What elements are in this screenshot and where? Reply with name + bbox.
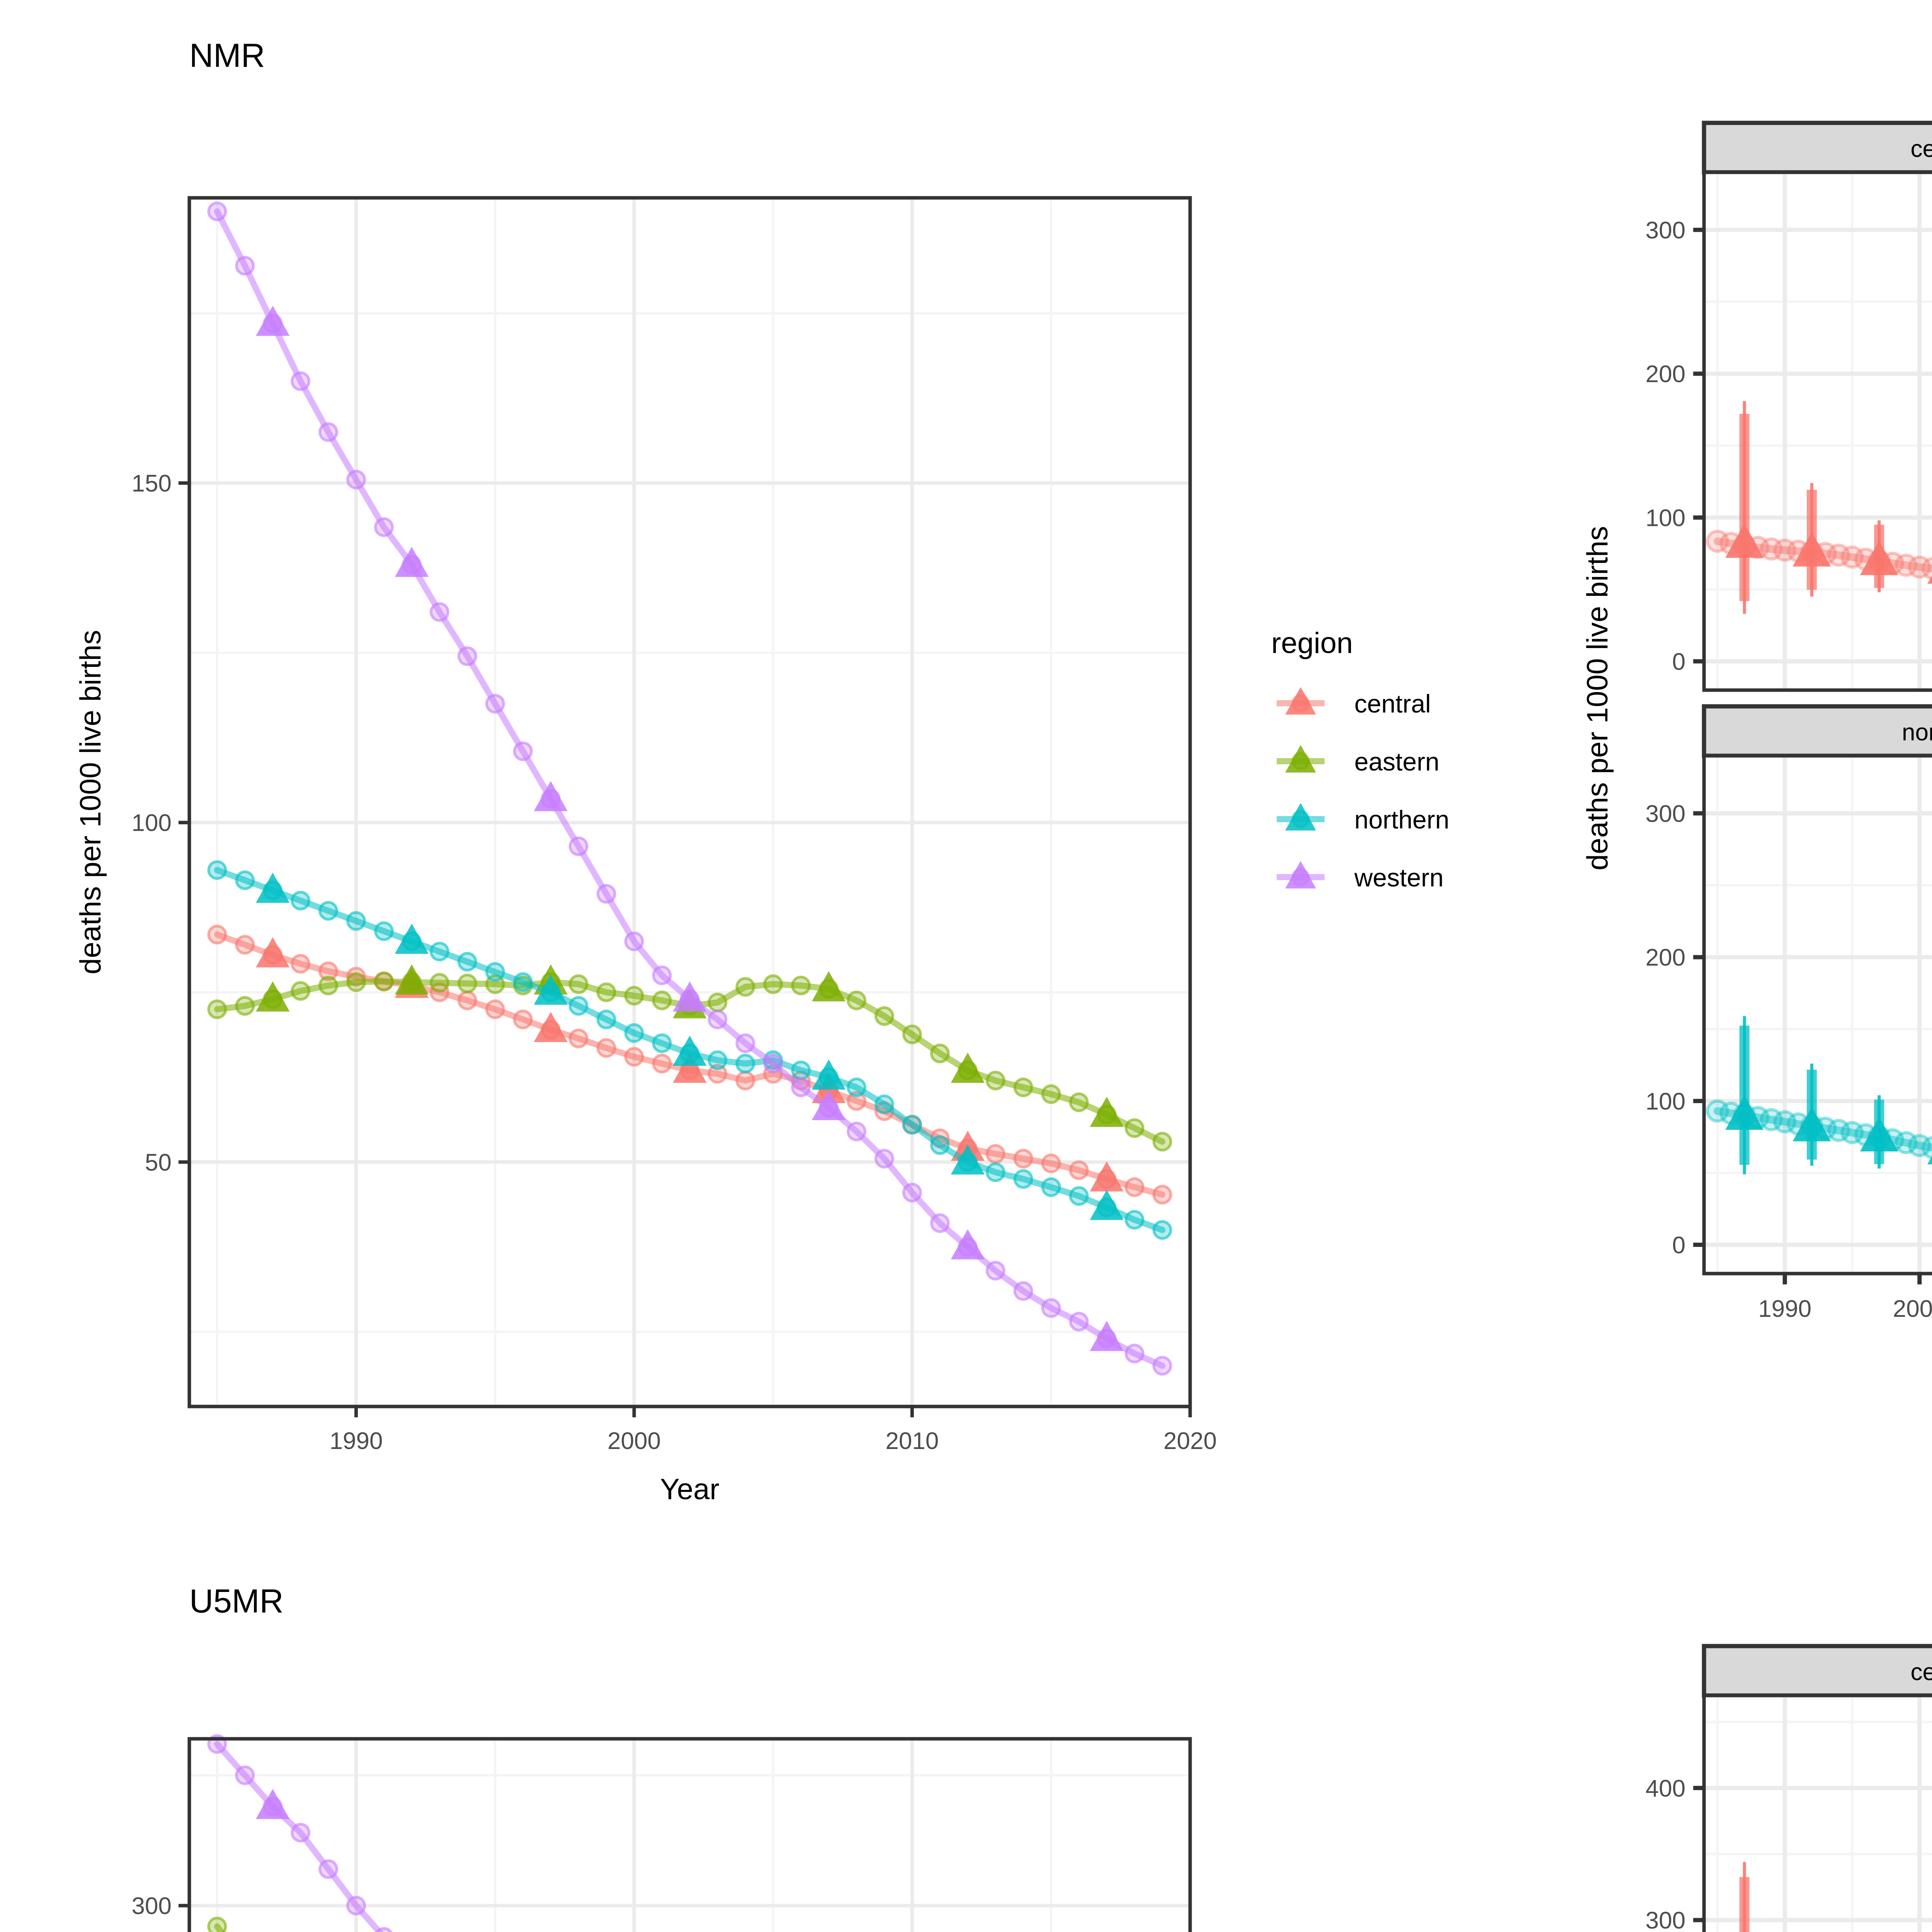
- legend-label-western: western: [1354, 863, 1444, 892]
- svg-text:300: 300: [1646, 217, 1685, 244]
- plot-panel: [187, 196, 1192, 1408]
- legend-item-central[interactable]: central: [1277, 687, 1431, 718]
- legend-label-northern: northern: [1354, 805, 1449, 834]
- svg-text:150: 150: [132, 470, 172, 497]
- legend-region-title: region: [1271, 627, 1353, 660]
- survey-interval-central-1997: [1860, 520, 1898, 592]
- survey-interval-northern-1992: [1793, 1063, 1831, 1166]
- svg-text:200: 200: [1646, 944, 1685, 971]
- svg-text:1990: 1990: [330, 1428, 383, 1454]
- y-axis-label: deaths per 1000 live births: [1581, 526, 1614, 870]
- svg-text:400: 400: [1646, 1775, 1685, 1802]
- facet-panel-central: central100200300400: [1646, 1644, 1932, 1932]
- survey-interval-northern-1987: [1725, 1016, 1764, 1175]
- series-central: [207, 925, 1172, 1205]
- svg-text:300: 300: [1646, 1907, 1685, 1932]
- series-northern: [207, 860, 1172, 1240]
- legend-item-northern[interactable]: northern: [1277, 803, 1449, 834]
- svg-text:200: 200: [1646, 361, 1685, 388]
- survey-interval-central-1987: [1739, 1862, 1750, 1932]
- series-eastern: [207, 1917, 227, 1932]
- svg-text:50: 50: [145, 1149, 172, 1176]
- svg-text:100: 100: [132, 810, 172, 837]
- survey-interval-central-1992: [1793, 483, 1831, 597]
- survey-interval-northern-1997: [1860, 1095, 1898, 1169]
- svg-text:2020: 2020: [1163, 1428, 1217, 1454]
- legend-label-eastern: eastern: [1354, 747, 1439, 776]
- svg-text:2000: 2000: [1893, 1296, 1932, 1322]
- legend-label-central: central: [1354, 689, 1431, 718]
- axes: 1001502002503001990200020102020Yeardeath…: [132, 1893, 189, 1920]
- legend-item-eastern[interactable]: eastern: [1277, 745, 1439, 776]
- svg-text:300: 300: [132, 1893, 172, 1920]
- survey-interval-central-1987: [1725, 401, 1764, 614]
- svg-text:300: 300: [1646, 801, 1685, 827]
- chart-nmr-facets: central0100200300easternnorthern01002003…: [1581, 0, 1932, 1546]
- svg-text:0: 0: [1672, 649, 1685, 675]
- svg-text:100: 100: [1646, 505, 1685, 531]
- facet-strip-label-northern: northern: [1902, 719, 1932, 746]
- facet-strip-label-central: central: [1910, 136, 1932, 162]
- facet-strip-label-central: central: [1910, 1659, 1932, 1685]
- svg-text:100: 100: [1646, 1088, 1685, 1115]
- axes: 50 100 150 1990 2000 2010 2020 Year deaths per 1…: [74, 470, 1217, 1506]
- facet-panel-northern: northern01002003001990200020102020: [1646, 704, 1932, 1322]
- plot-panel: [187, 1734, 1192, 1932]
- y-axis-label: deaths per 1000 live births: [74, 630, 107, 974]
- svg-text:1990: 1990: [1758, 1296, 1811, 1322]
- facet-panel-central: central 0 100 200 300: [1646, 121, 1932, 692]
- legend-item-western[interactable]: western: [1277, 861, 1444, 892]
- series-eastern: [207, 964, 1172, 1152]
- chart-nmr-lines: 50 100 150 1990 2000 2010 2020 Year deaths per 1…: [74, 196, 1449, 1506]
- svg-text:2000: 2000: [607, 1428, 661, 1454]
- x-axis-label: Year: [660, 1473, 719, 1506]
- svg-text:0: 0: [1672, 1232, 1685, 1259]
- series-western: [207, 201, 1172, 1376]
- page-title-u5mr: U5MR: [189, 1583, 284, 1620]
- svg-text:2010: 2010: [886, 1428, 939, 1454]
- chart-u5mr-lines: 1001502002503001990200020102020Yeardeath…: [0, 1546, 1584, 1932]
- chart-u5mr-facets: central100200300400easternnorthern100200…: [1584, 1546, 1932, 1932]
- page-title-nmr: NMR: [189, 37, 265, 74]
